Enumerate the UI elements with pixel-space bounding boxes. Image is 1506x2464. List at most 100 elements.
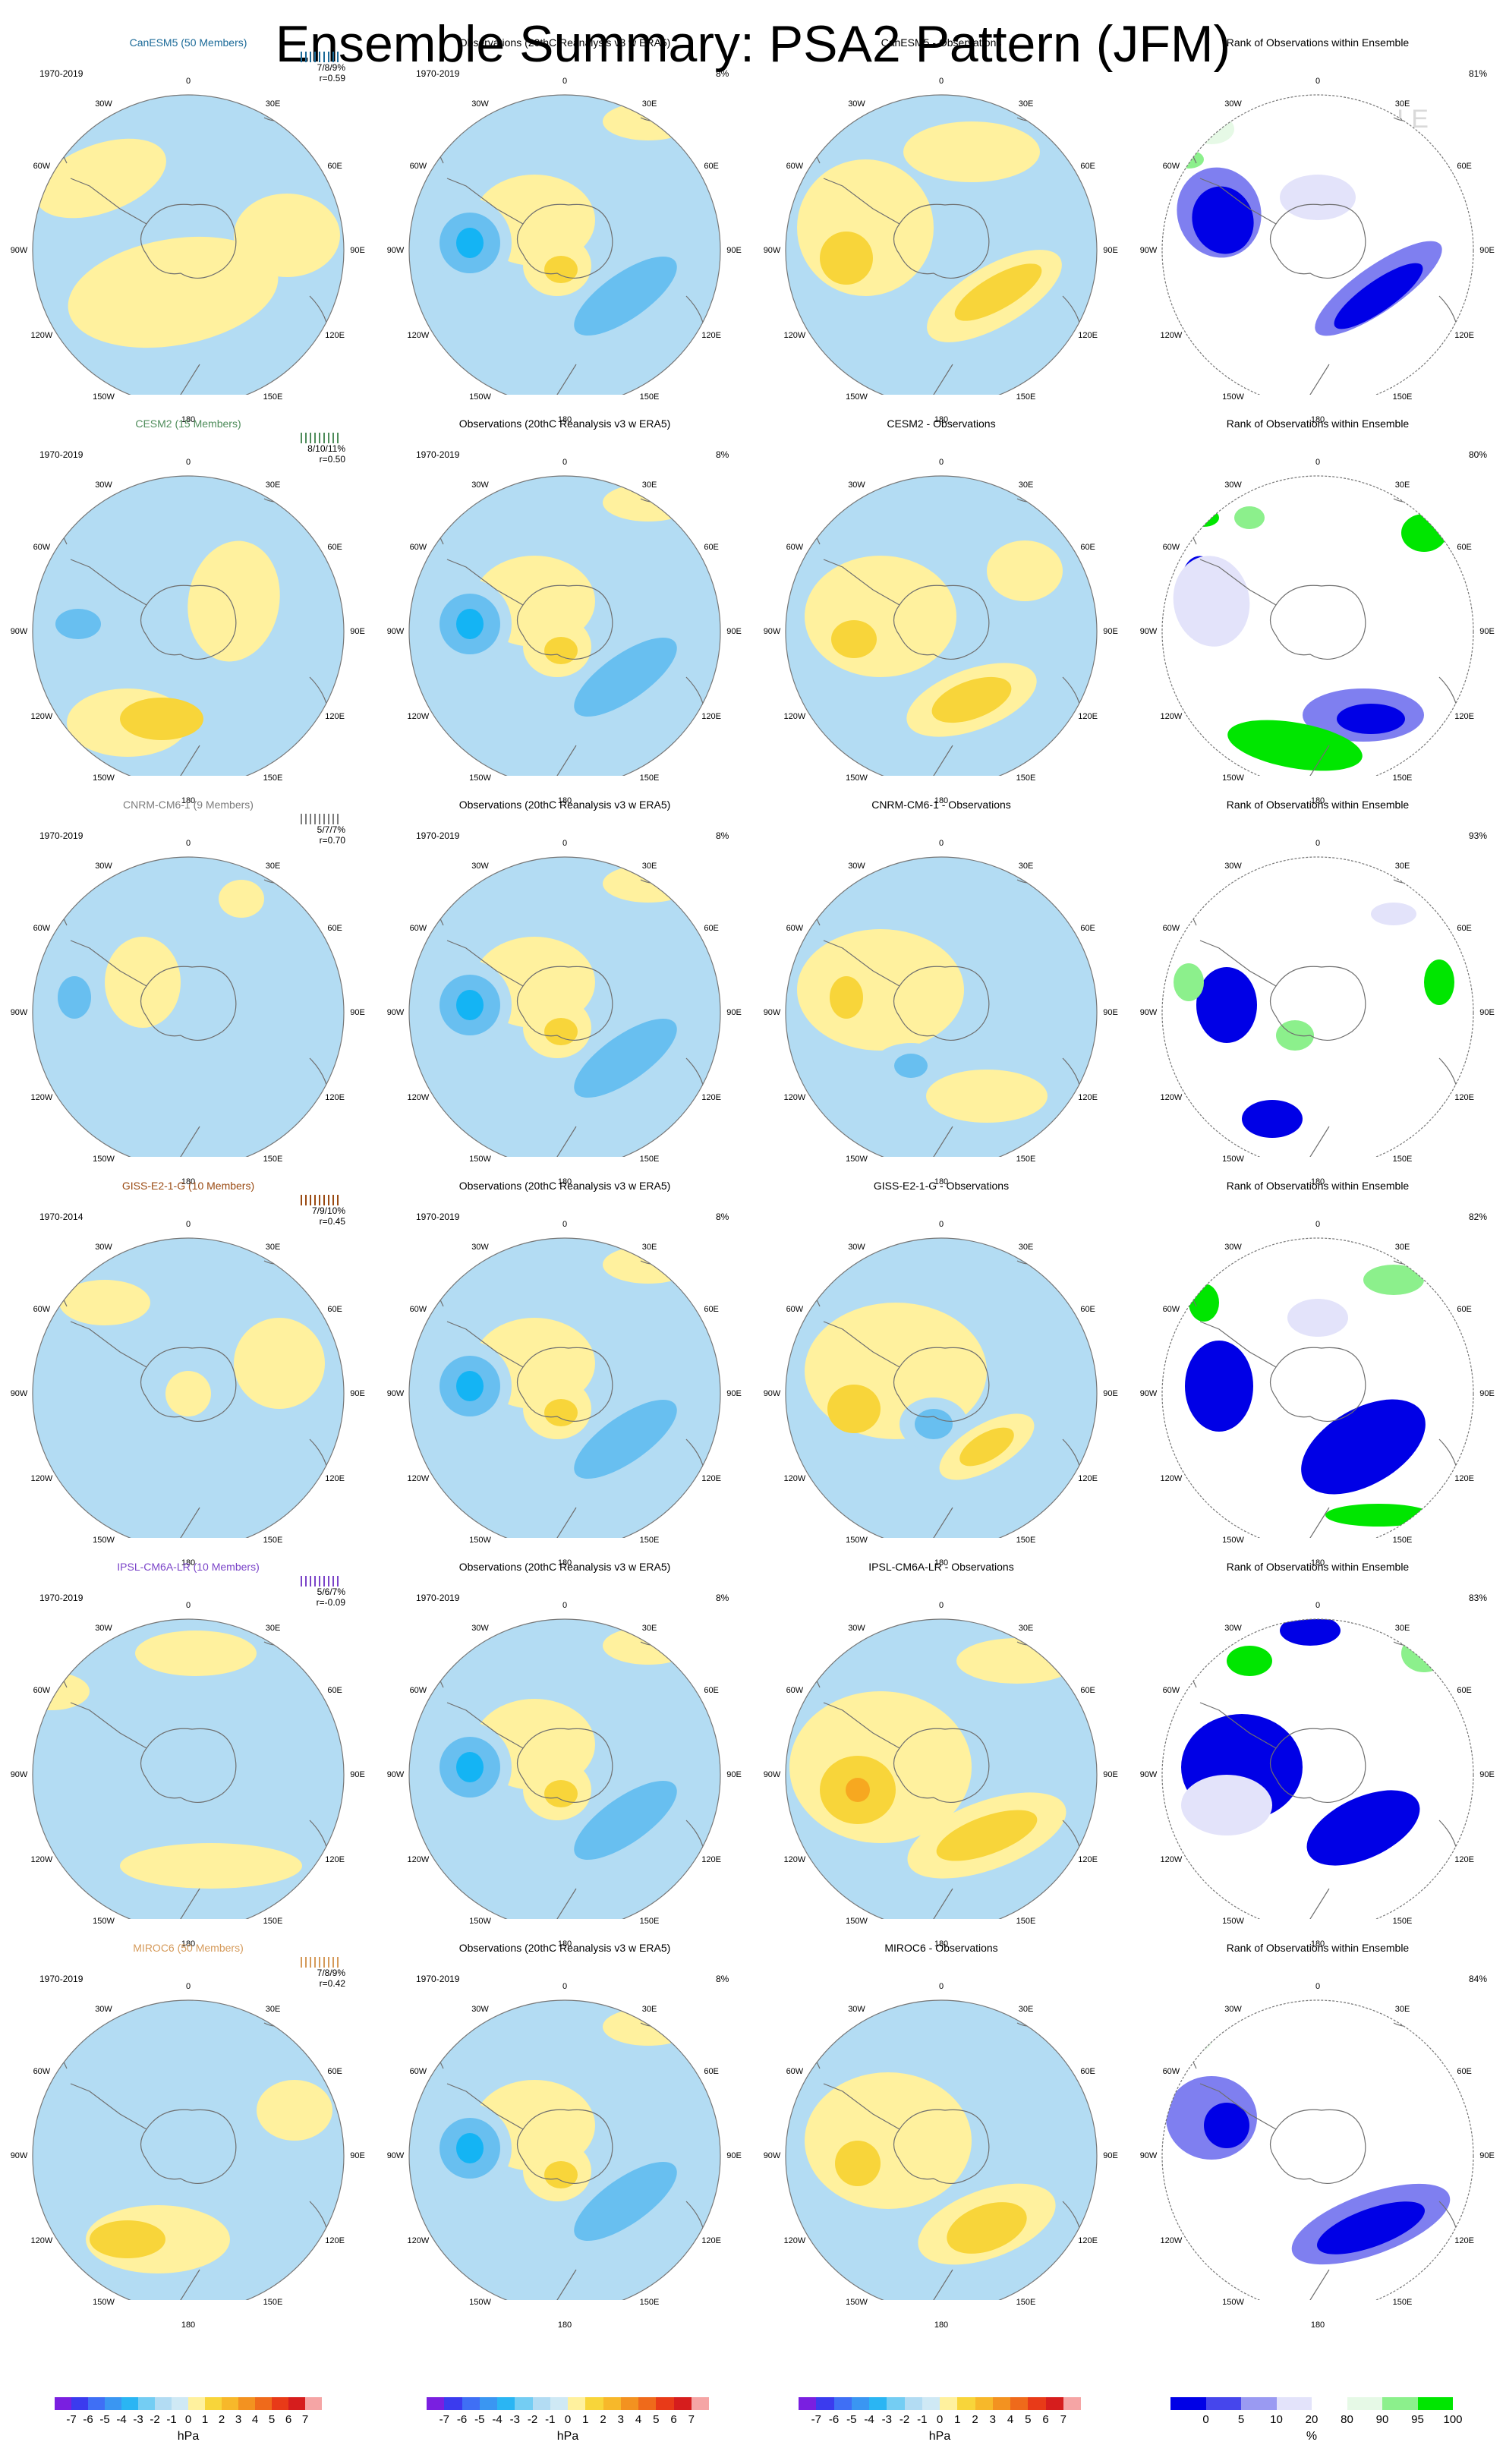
longitude-label: 90E	[1479, 2151, 1495, 2160]
positive-anomaly	[835, 2141, 881, 2186]
positive-anomaly	[90, 2220, 165, 2258]
colorbar-swatch	[55, 2397, 71, 2410]
longitude-label: 150W	[1222, 1917, 1244, 1927]
rank-region	[1325, 1504, 1432, 1527]
colorbar-tick-label: -1	[166, 2413, 177, 2426]
panel-title: CNRM-CM6-1 (9 Members)	[123, 799, 254, 811]
longitude-label: 60W	[33, 2066, 51, 2076]
positive-anomaly	[926, 1070, 1048, 1123]
panel-title: MIROC6 (50 Members)	[133, 1942, 244, 1954]
longitude-label: 60W	[33, 542, 51, 552]
period-label: 1970-2019	[39, 1974, 83, 1984]
longitude-label: 120W	[407, 1854, 430, 1864]
colorbar-tick-label: 10	[1270, 2413, 1283, 2426]
ensemble-tick	[319, 1195, 320, 1205]
longitude-label: 90W	[386, 2151, 405, 2160]
period-label: 1970-2019	[39, 68, 83, 79]
panel-title: Rank of Observations within Ensemble	[1226, 417, 1410, 430]
colorbar-swatch	[851, 2397, 869, 2410]
polar-map	[32, 1237, 345, 1538]
longitude-label: 30W	[471, 861, 489, 871]
longitude-label: 180	[557, 415, 572, 424]
polar-map	[408, 475, 721, 776]
longitude-label: 180	[557, 2321, 572, 2330]
ensemble-tick	[332, 1957, 334, 1968]
longitude-label: 180	[181, 1939, 196, 1949]
ensemble-ticks	[295, 52, 348, 62]
polar-map	[1161, 856, 1474, 1157]
colorbar-swatch	[444, 2397, 462, 2410]
colorbar-swatch	[691, 2397, 709, 2410]
longitude-label: 60W	[409, 2066, 427, 2076]
colorbar-unit: hPa	[928, 2430, 951, 2443]
longitude-label: 90W	[10, 2151, 28, 2160]
longitude-label: 150E	[1016, 1917, 1036, 1927]
ensemble-tick	[328, 52, 329, 62]
colorbar-tick-label: 3	[989, 2413, 996, 2426]
ensemble-tick	[332, 814, 334, 824]
colorbar-tick-label: -6	[828, 2413, 840, 2426]
longitude-label: 150E	[1016, 2298, 1036, 2308]
longitude-label: 180	[934, 1939, 949, 1949]
longitude-label: 90W	[1139, 627, 1158, 636]
longitude-label: 180	[934, 1558, 949, 1568]
colorbar-tick-label: -4	[116, 2413, 127, 2426]
longitude-label: 150W	[93, 1536, 115, 1546]
map-background	[1162, 95, 1473, 395]
panel-diff: CESM2 - Observations 0 30E 60E 90E 120E 150E 18…	[753, 396, 1130, 805]
polar-map	[785, 1999, 1098, 2300]
longitude-label: 60E	[704, 542, 719, 552]
longitude-label: 30W	[1224, 99, 1242, 109]
colorbar-tick-label: 5	[268, 2413, 276, 2426]
colorbar-swatch	[992, 2397, 1010, 2410]
ensemble-tick	[305, 814, 307, 824]
colorbar-swatch	[121, 2397, 138, 2410]
longitude-label: 60W	[33, 161, 51, 171]
colorbar-swatch	[1241, 2397, 1277, 2410]
map-border	[785, 1618, 1098, 1919]
map-border	[785, 475, 1098, 776]
polar-map	[408, 94, 721, 395]
ensemble-tick	[319, 1576, 320, 1586]
longitude-label: 30E	[265, 480, 281, 490]
longitude-label: 90E	[1103, 246, 1118, 255]
pattern-stats: 7/9/10% r=0.45	[292, 1205, 345, 1227]
colorbar-swatch	[1170, 2397, 1206, 2410]
colorbar-swatch	[1312, 2397, 1347, 2410]
positive-anomaly	[165, 1371, 211, 1416]
panel-title: Rank of Observations within Ensemble	[1226, 1942, 1410, 1954]
ensemble-tick	[301, 1576, 302, 1586]
panel-rank: Rank of Observations within Ensemble 80% 0…	[1130, 396, 1506, 805]
negative-anomaly	[456, 609, 484, 639]
colorbar-swatch	[869, 2397, 887, 2410]
rank-region	[1280, 1619, 1341, 1646]
longitude-label: 0	[185, 1982, 191, 1991]
longitude-label: 30E	[641, 1623, 657, 1633]
ensemble-tick	[305, 1195, 307, 1205]
longitude-label: 60E	[327, 2066, 342, 2076]
positive-anomaly	[544, 637, 578, 664]
colorbar: -7 -6 -5 -4 -3 -2 -1 0 1 2 3 4 5 6 7 hPa	[427, 2397, 709, 2444]
ensemble-tick	[310, 814, 311, 824]
variance-pct: 5/7/7%	[317, 824, 345, 835]
pattern-correlation: r=0.59	[319, 73, 345, 83]
map-border	[32, 1237, 345, 1538]
panel-rank: Rank of Observations within Ensemble 82% 0…	[1130, 1158, 1506, 1568]
longitude-label: 150E	[263, 392, 283, 402]
longitude-label: 120W	[1160, 330, 1183, 340]
longitude-label: 30W	[1224, 1623, 1242, 1633]
longitude-label: 150E	[1016, 774, 1036, 783]
colorbar-swatch	[620, 2397, 638, 2410]
colorbar-tick-label: -3	[881, 2413, 892, 2426]
longitude-label: 150W	[469, 774, 491, 783]
colorbar-tick-label: 1	[954, 2413, 961, 2426]
longitude-label: 60E	[704, 2066, 719, 2076]
longitude-label: 60E	[1080, 923, 1095, 933]
longitude-label: 60W	[409, 923, 427, 933]
map-border	[32, 475, 345, 776]
longitude-label: 0	[562, 1982, 568, 1991]
longitude-label: 120W	[30, 711, 53, 721]
longitude-label: 60E	[704, 1304, 719, 1314]
colorbar-tick-label: -2	[899, 2413, 910, 2426]
ensemble-tick	[310, 1957, 311, 1968]
